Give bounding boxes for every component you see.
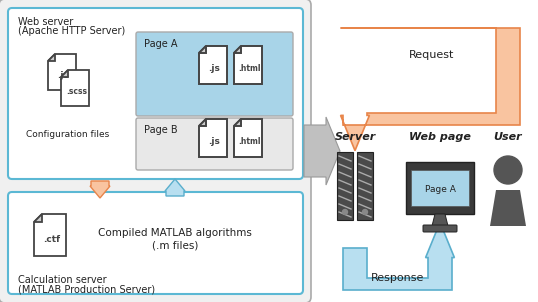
Polygon shape [234,119,262,157]
Text: .js: .js [208,64,221,73]
Text: Response: Response [371,273,424,283]
FancyBboxPatch shape [0,0,311,302]
Polygon shape [234,46,262,84]
Text: .html: .html [238,64,260,73]
FancyBboxPatch shape [136,32,293,116]
Text: Request: Request [409,50,454,60]
Text: .html: .html [238,137,260,146]
FancyBboxPatch shape [411,170,469,206]
FancyBboxPatch shape [406,162,474,214]
Text: .scss: .scss [66,87,87,96]
FancyBboxPatch shape [8,192,303,294]
Text: .js: .js [58,71,69,80]
Text: Page A: Page A [424,185,456,194]
FancyBboxPatch shape [136,118,293,170]
Polygon shape [34,214,66,256]
Circle shape [363,210,367,214]
Text: (Apache HTTP Server): (Apache HTTP Server) [18,26,125,36]
Text: .ctf: .ctf [43,235,60,244]
Text: User: User [494,132,522,142]
Polygon shape [34,214,42,222]
Text: Web page: Web page [409,132,471,142]
Polygon shape [48,54,55,61]
Polygon shape [48,54,76,90]
Polygon shape [234,46,241,53]
FancyBboxPatch shape [423,225,457,232]
Text: Server: Server [335,132,376,142]
Text: (.m files): (.m files) [152,241,198,251]
FancyBboxPatch shape [337,152,353,220]
Polygon shape [61,70,68,77]
Polygon shape [199,119,206,126]
Polygon shape [490,190,526,226]
Polygon shape [304,117,340,185]
Text: Page A: Page A [144,39,178,49]
Text: Calculation server: Calculation server [18,275,107,285]
Polygon shape [199,46,206,53]
Text: .js: .js [208,137,221,146]
PathPatch shape [343,222,455,290]
Polygon shape [199,46,227,84]
Polygon shape [165,179,185,196]
Polygon shape [199,119,227,157]
Polygon shape [432,214,448,226]
FancyBboxPatch shape [8,8,303,179]
Text: Page B: Page B [144,125,178,135]
Polygon shape [234,119,241,126]
Text: Compiled MATLAB algorithms: Compiled MATLAB algorithms [98,228,252,238]
PathPatch shape [341,28,520,151]
Polygon shape [90,181,110,198]
Text: (MATLAB Production Server): (MATLAB Production Server) [18,284,155,294]
FancyBboxPatch shape [357,152,373,220]
Circle shape [343,210,348,214]
Circle shape [494,156,522,184]
Polygon shape [61,70,89,106]
Text: Configuration files: Configuration files [26,130,110,139]
Text: Web server: Web server [18,17,73,27]
